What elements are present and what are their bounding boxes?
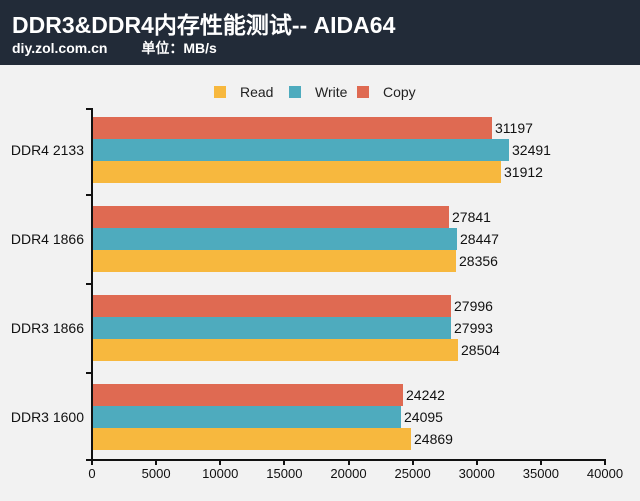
value-label: 27993: [454, 320, 493, 336]
bar-read: [93, 250, 456, 272]
value-label: 24869: [414, 431, 453, 447]
category-label: DDR3 1866: [10, 320, 84, 336]
x-tick: [91, 459, 93, 465]
bar-copy: [93, 206, 449, 228]
value-label: 31197: [495, 120, 533, 136]
value-label: 24095: [404, 409, 443, 425]
x-tick: [347, 459, 350, 465]
bar-read: [93, 428, 411, 450]
bar-write: [93, 406, 401, 428]
legend-label: Write: [315, 84, 348, 100]
legend-label: Copy: [383, 84, 416, 100]
bar-write: [93, 317, 451, 339]
x-tick-label: 30000: [458, 466, 495, 481]
x-tick-label: 25000: [394, 466, 431, 481]
x-tick: [539, 459, 542, 465]
x-tick-label: 20000: [330, 466, 367, 481]
chart-subtitle: diy.zol.com.cn 单位：MB/s: [12, 38, 217, 58]
value-label: 28504: [461, 342, 500, 358]
bar-read: [93, 339, 458, 361]
x-axis: [87, 459, 606, 461]
x-tick-label: 0: [88, 466, 96, 481]
x-tick-label: 15000: [266, 466, 303, 481]
legend-item-read[interactable]: Read: [214, 84, 273, 100]
bar-copy: [93, 384, 403, 406]
bar-read: [93, 161, 501, 183]
category-label: DDR4 1866: [10, 231, 84, 247]
chart-header: DDR3&DDR4内存性能测试-- AIDA64 diy.zol.com.cn …: [0, 0, 640, 65]
category-label: DDR3 1600: [10, 409, 84, 425]
category-label: DDR4 2133: [10, 142, 84, 158]
legend: Read Write Copy: [0, 84, 640, 102]
y-tick: [86, 372, 92, 374]
value-label: 27996: [454, 298, 493, 314]
y-axis: [91, 108, 93, 461]
bar-copy: [93, 117, 492, 139]
value-label: 28356: [459, 253, 498, 269]
x-tick: [155, 459, 158, 465]
legend-label: Read: [240, 84, 274, 100]
y-tick: [86, 194, 92, 196]
unit-label: 单位：MB/s: [141, 40, 217, 56]
chart-title: DDR3&DDR4内存性能测试-- AIDA64: [12, 12, 396, 38]
bar-copy: [93, 295, 451, 317]
x-tick: [219, 459, 222, 465]
legend-swatch: [357, 86, 369, 98]
site-label: diy.zol.com.cn: [12, 40, 108, 56]
legend-swatch: [214, 86, 226, 98]
x-tick: [604, 459, 606, 465]
x-tick-label: 35000: [522, 466, 559, 481]
x-tick: [283, 459, 286, 465]
value-label: 24242: [406, 387, 445, 403]
x-tick: [475, 459, 478, 465]
x-tick-label: 10000: [202, 466, 239, 481]
x-tick-label: 40000: [586, 466, 624, 481]
y-tick: [86, 283, 92, 285]
value-label: 32491: [512, 142, 551, 158]
legend-swatch: [289, 86, 301, 98]
legend-item-write[interactable]: Write: [289, 84, 347, 100]
value-label: 28447: [460, 231, 499, 247]
x-tick: [411, 459, 414, 465]
value-label: 31912: [504, 164, 543, 180]
bar-write: [93, 228, 457, 250]
legend-item-copy[interactable]: Copy: [357, 84, 416, 100]
x-tick-label: 5000: [141, 466, 171, 481]
value-label: 27841: [452, 209, 491, 225]
y-tick: [86, 108, 92, 110]
bar-write: [93, 139, 509, 161]
